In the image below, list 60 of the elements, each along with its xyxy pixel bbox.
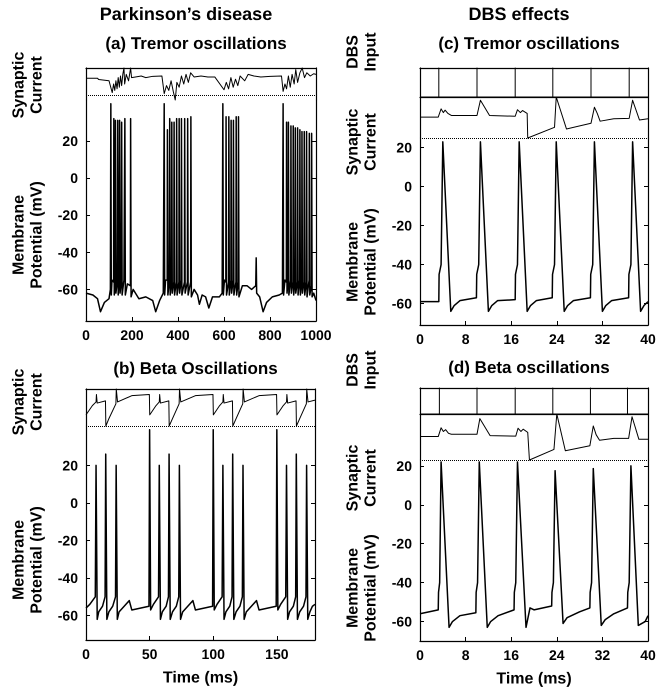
- y-tick-label: -40: [392, 256, 412, 273]
- y-tick-label: -60: [392, 614, 412, 630]
- x-tick-label: 8: [462, 647, 470, 663]
- y-tick-label: 0: [70, 170, 78, 186]
- x-tick-label: 0: [82, 327, 90, 343]
- x-tick-label: 100: [202, 646, 226, 662]
- y-tick-label: 0: [404, 178, 412, 195]
- x-tick-label: 200: [120, 327, 144, 343]
- y-tick-label: 0: [404, 496, 412, 513]
- x-tick-label: 8: [462, 331, 470, 347]
- x-axis-title: Time (ms): [496, 670, 572, 688]
- y-axis-title: DBS Input: [344, 32, 380, 72]
- x-tick-label: 0: [82, 646, 90, 662]
- y-tick-label: -60: [392, 296, 412, 312]
- y-tick-label: -60: [58, 608, 78, 624]
- x-axis-title: Time (ms): [162, 670, 238, 686]
- x-tick-label: 150: [265, 646, 289, 662]
- y-axis-title: Synaptic Current: [10, 368, 46, 436]
- x-tick-label: 0: [416, 331, 424, 347]
- y-axis-title: Membrane Potential (mV): [344, 208, 380, 316]
- y-axis-title: Membrane Potential (mV): [10, 181, 46, 289]
- y-tick-label: -40: [392, 574, 412, 591]
- y-axis-title: Synaptic Current: [10, 52, 46, 118]
- chart-title: DBS effects: [468, 4, 570, 24]
- y-tick-label: -60: [58, 281, 78, 298]
- x-tick-label: 1000: [300, 327, 332, 343]
- x-tick-label: 0: [416, 647, 424, 663]
- chart-subtitle: (c) Tremor oscillations: [438, 34, 620, 53]
- chart-title: (d) Beta oscillations: [448, 358, 610, 377]
- y-tick-label: -20: [58, 532, 78, 549]
- y-tick-label: -20: [392, 218, 412, 234]
- y-tick-label: -40: [58, 570, 78, 586]
- x-tick-label: 800: [258, 327, 282, 343]
- x-tick-label: 400: [166, 327, 190, 343]
- y-tick-label: -40: [58, 244, 78, 260]
- y-tick-label: -20: [58, 207, 78, 224]
- chart-title: (b) Beta Oscillations: [113, 359, 278, 378]
- y-tick-label: 20: [396, 140, 412, 156]
- y-tick-label: 20: [396, 458, 412, 474]
- x-tick-label: 24: [549, 647, 565, 663]
- y-tick-label: -20: [392, 536, 412, 552]
- y-axis-title: Synaptic Current: [344, 108, 380, 176]
- x-tick-label: 32: [594, 647, 610, 663]
- y-axis-title: Membrane Potential (mV): [344, 534, 380, 642]
- x-tick-label: 40: [640, 331, 656, 347]
- y-axis-title: Synaptic Current: [344, 444, 380, 512]
- chart-title: Parkinson’s disease: [100, 4, 272, 24]
- y-tick-label: 20: [62, 457, 78, 474]
- chart-subtitle: (a) Tremor oscillations: [105, 34, 287, 53]
- y-axis-title: Membrane Potential (mV): [10, 506, 46, 614]
- x-tick-label: 16: [503, 331, 520, 347]
- x-tick-label: 16: [503, 647, 520, 663]
- y-tick-label: 20: [62, 132, 78, 149]
- y-axis-title: DBS Input: [344, 350, 380, 390]
- x-tick-label: 50: [142, 646, 158, 662]
- y-tick-label: 0: [70, 494, 78, 511]
- x-tick-label: 600: [212, 327, 236, 343]
- x-tick-label: 32: [594, 331, 610, 347]
- x-tick-label: 40: [640, 647, 656, 663]
- x-tick-label: 24: [549, 331, 565, 347]
